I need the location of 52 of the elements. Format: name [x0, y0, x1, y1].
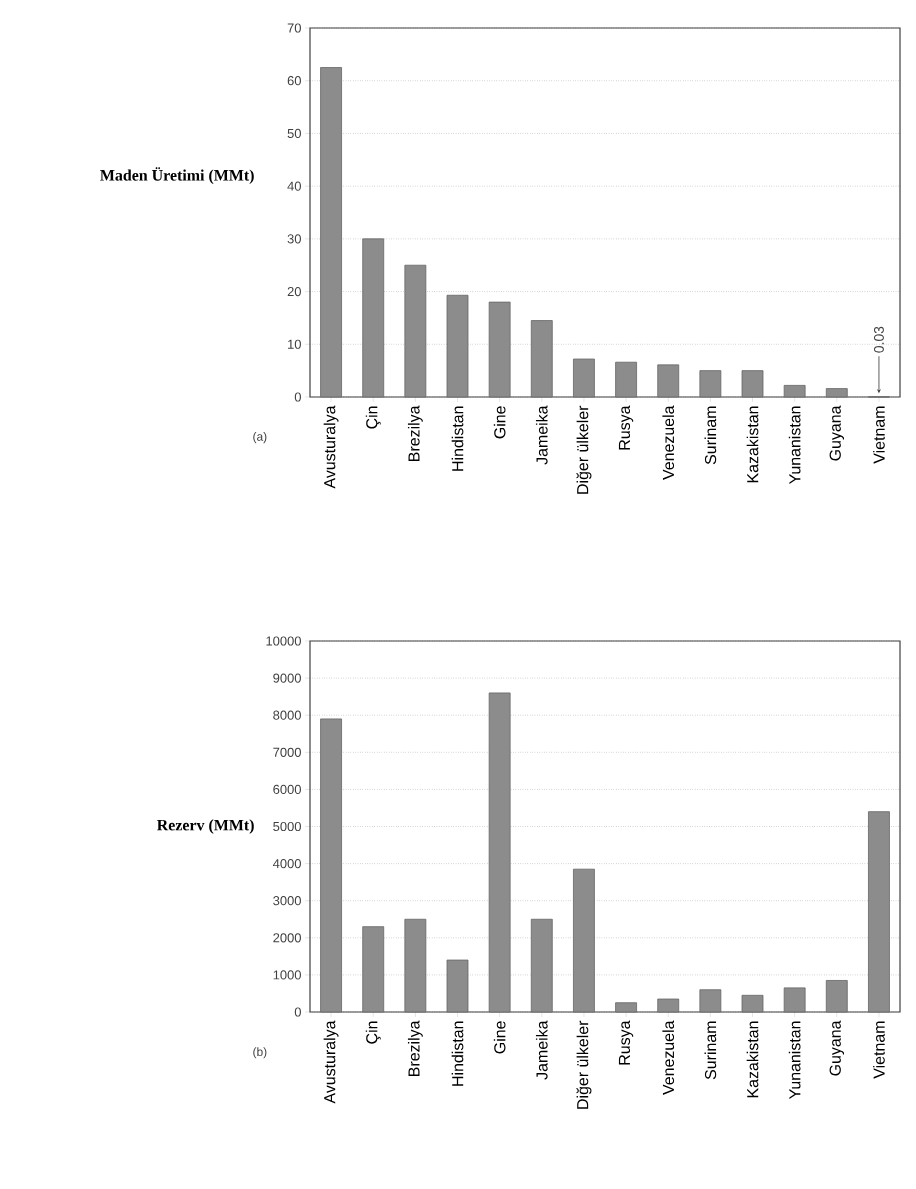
y-tick-label: 40 — [287, 181, 301, 191]
x-tick-label: Yunanistan — [788, 406, 801, 485]
y-tick-label: 20 — [287, 286, 301, 297]
x-tick-label: Avusturalya — [323, 1020, 339, 1104]
y-tick-label: 10000 — [266, 636, 301, 646]
y-tick-label: 7000 — [273, 747, 301, 757]
x-tick-label: Çin — [365, 1021, 381, 1044]
x-tick-label: Gine — [493, 406, 506, 439]
x-tick-label: Diğer ülkeler — [576, 1020, 592, 1109]
x-tick-label: Brezilya — [407, 1020, 423, 1076]
x-tick-label: Rusya — [618, 1020, 634, 1065]
y-tick-label: 10 — [288, 339, 301, 349]
y-tick-label: 8000 — [273, 710, 301, 720]
annotation: 0.03 — [873, 326, 884, 353]
y-tick-label: 70 — [287, 23, 301, 33]
x-tick-label: Brezilya — [407, 405, 423, 461]
x-tick-label: Hindistan — [451, 1021, 464, 1086]
y-tick-label: 5000 — [273, 821, 301, 832]
y-tick-label: 6000 — [273, 784, 301, 794]
x-tick-label: Diğer ülkeler — [576, 405, 592, 494]
y-tick-label: 60 — [287, 76, 301, 86]
y-tick-label: 0 — [294, 1007, 301, 1017]
x-tick-label: Hindistan — [451, 406, 464, 471]
x-tick-label: Surinam — [704, 1021, 717, 1080]
x-tick-label: Gine — [493, 1021, 506, 1054]
x-tick-label: Vietnam — [873, 406, 885, 464]
y-tick-label: 9000 — [273, 673, 301, 683]
x-tick-label: Guyana — [829, 405, 845, 461]
text: (a) — [253, 432, 267, 444]
x-tick-label: Yunanistan — [788, 1021, 801, 1100]
y-tick-label: 2000 — [273, 933, 301, 943]
x-tick-label: Rusya — [618, 405, 634, 450]
y-tick-label: 1000 — [273, 970, 301, 980]
y-tick-label: 3000 — [273, 896, 301, 906]
text: (b) — [253, 1047, 267, 1059]
x-tick-label: Çin — [365, 406, 381, 429]
x-tick-label: Jameika — [535, 1020, 548, 1080]
y-tick-label: 0 — [294, 392, 301, 402]
x-tick-label: Guyana — [829, 1020, 845, 1076]
x-tick-label: Venezuela — [662, 1020, 675, 1095]
x-tick-label: Avusturalya — [323, 405, 339, 489]
y-tick-label: 50 — [287, 128, 301, 138]
x-tick-label: Kazakistan — [746, 406, 759, 483]
x-tick-label: Kazakistan — [746, 1021, 759, 1098]
y-axis-title: Rezerv (MMt) — [156, 819, 254, 834]
y-axis-title: Maden Üretimi (MMt) — [100, 167, 254, 184]
x-tick-label: Venezuela — [662, 405, 675, 480]
y-tick-label: 30 — [287, 234, 301, 244]
x-tick-label: Surinam — [704, 406, 717, 465]
y-tick-label: 4000 — [272, 859, 301, 869]
x-tick-label: Vietnam — [873, 1021, 885, 1079]
x-tick-label: Jameika — [535, 405, 548, 465]
